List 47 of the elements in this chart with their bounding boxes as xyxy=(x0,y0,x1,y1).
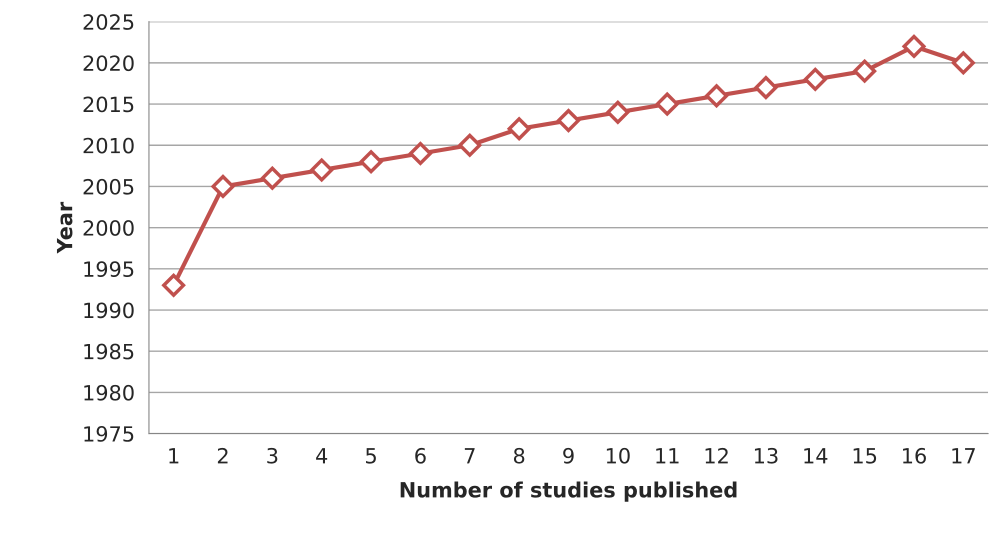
y-tick-label: 2000 xyxy=(84,220,134,236)
point xyxy=(260,166,284,190)
point xyxy=(705,84,728,108)
x-tick-label: 13 xyxy=(754,448,778,464)
y-tick-label: 1975 xyxy=(84,426,134,442)
y-tick-label: 2010 xyxy=(84,138,134,154)
y-tick-label: 2020 xyxy=(84,55,134,72)
x-tick-label: 4 xyxy=(316,448,328,464)
y-tick-label: 2005 xyxy=(84,178,134,195)
x-tick-label: 6 xyxy=(415,448,426,464)
x-tick-label: 8 xyxy=(514,448,524,464)
x-tick-label: 1 xyxy=(169,448,178,464)
x-tick-label: 16 xyxy=(903,448,926,464)
y-tick-label: 1995 xyxy=(84,261,134,278)
y-axis-title: Year xyxy=(56,202,72,254)
point xyxy=(556,108,580,132)
x-tick-label: 5 xyxy=(366,448,376,464)
point xyxy=(804,68,827,91)
x-tick-label: 3 xyxy=(267,448,278,464)
y-tick-label: 1990 xyxy=(84,302,134,318)
y-tick-label: 2025 xyxy=(84,14,134,30)
point xyxy=(360,150,383,174)
y-tick-label: 1980 xyxy=(84,384,134,401)
point xyxy=(754,76,778,100)
x-tick-label: 2 xyxy=(218,448,228,464)
x-tick-label: 15 xyxy=(854,448,876,464)
x-axis-title: Number of studies published xyxy=(400,482,736,502)
point xyxy=(162,274,186,297)
y-tick-label: 1985 xyxy=(84,344,134,360)
point xyxy=(310,158,334,182)
x-tick-label: 11 xyxy=(656,448,679,464)
point xyxy=(853,60,876,83)
point xyxy=(408,142,432,166)
point xyxy=(508,117,531,140)
point xyxy=(606,100,630,124)
x-tick-label: 17 xyxy=(952,448,975,464)
x-tick-label: 10 xyxy=(606,448,630,464)
point xyxy=(211,174,235,198)
x-tick-label: 9 xyxy=(563,448,574,464)
y-tick-label: 2015 xyxy=(84,96,134,112)
point xyxy=(458,134,482,157)
x-tick-label: 14 xyxy=(804,448,828,464)
x-tick-label: 7 xyxy=(464,448,475,464)
point xyxy=(902,34,926,58)
x-tick-label: 12 xyxy=(706,448,728,464)
point xyxy=(952,51,975,74)
point xyxy=(656,92,679,116)
